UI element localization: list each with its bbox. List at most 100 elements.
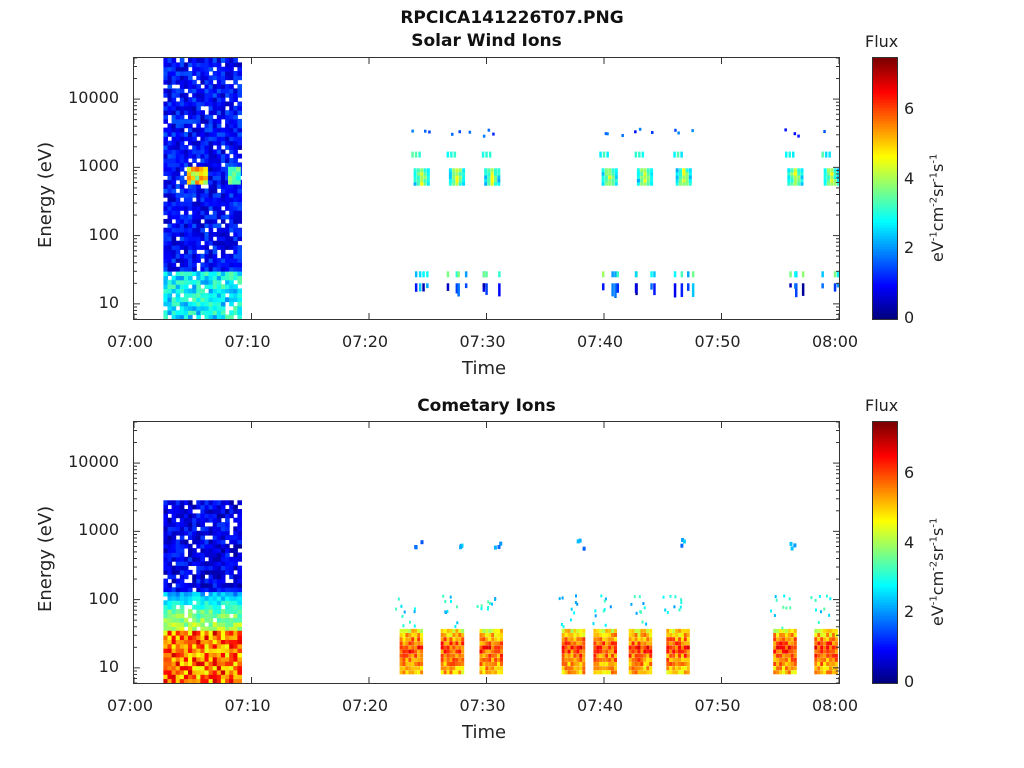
low-energy-cell — [687, 283, 690, 291]
burst-cell — [793, 171, 797, 176]
colorbar-step — [873, 591, 897, 595]
burst-cell — [830, 178, 834, 183]
burst-cell — [823, 645, 827, 650]
heatmap-cell — [192, 513, 197, 519]
heatmap-cell — [229, 674, 234, 680]
heatmap-cell — [183, 271, 189, 276]
burst-cell — [787, 175, 791, 179]
heatmap-cell — [196, 153, 201, 159]
burst-cell — [773, 670, 777, 675]
heatmap-cell — [220, 574, 226, 580]
heatmap-cell — [188, 123, 193, 129]
low-energy-cell — [650, 283, 653, 290]
heatmap-cell — [229, 591, 234, 597]
burst-cell — [628, 657, 632, 662]
heatmap-cell — [171, 97, 177, 103]
heatmap-cell — [225, 530, 230, 536]
burst-cell — [614, 649, 617, 654]
heatmap-cell — [171, 105, 177, 111]
burst-cell — [636, 171, 640, 176]
colorbar-step — [873, 495, 897, 499]
scatter-cell — [446, 609, 449, 613]
heatmap-cell — [229, 71, 234, 76]
heatmap-cell — [229, 62, 234, 68]
burst-cell — [426, 181, 430, 186]
burst-cell — [793, 653, 797, 658]
burst-cell — [793, 633, 797, 637]
heatmap-cell — [208, 79, 214, 85]
burst-cell — [643, 641, 647, 646]
heatmap-cell — [229, 253, 234, 259]
heatmap-cell — [188, 118, 193, 124]
burst-cell — [614, 641, 617, 646]
burst-cell — [593, 666, 597, 671]
heatmap-cell — [216, 635, 222, 640]
burst-cell — [599, 641, 603, 646]
burst-cell — [420, 633, 424, 637]
burst-cell — [686, 628, 690, 633]
heatmap-cell — [229, 66, 234, 72]
heatmap-cell — [167, 71, 173, 76]
colorbar-step — [873, 641, 897, 645]
heatmap-cell — [200, 192, 205, 198]
heatmap-cell — [179, 635, 185, 640]
heatmap-cell — [163, 591, 168, 597]
heatmap-cell — [225, 648, 230, 653]
heatmap-cell — [200, 88, 205, 94]
heatmap-cell — [175, 613, 181, 619]
heatmap-cell — [183, 149, 189, 155]
heatmap-cell — [204, 613, 210, 619]
panel-1-title: Solar Wind Ions — [411, 31, 562, 51]
heatmap-cell — [179, 62, 185, 68]
heatmap-cell — [175, 565, 181, 571]
burst-cell — [675, 178, 679, 183]
burst-cell — [643, 653, 647, 658]
colorbar-step — [873, 510, 897, 514]
burst-cell — [488, 637, 492, 642]
heatmap-cell — [191, 171, 196, 176]
heatmap-cell — [204, 236, 210, 242]
burst-cell — [776, 637, 780, 642]
burst-cell — [820, 653, 824, 658]
heatmap-cell — [200, 526, 205, 532]
scatter-cell — [678, 608, 681, 612]
colorbar-1-label: eV-1cm-2sr-1s-1 — [928, 153, 947, 262]
heatmap-cell — [171, 678, 177, 683]
colorbar-step — [873, 513, 897, 517]
burst-cell — [776, 666, 780, 671]
burst-cell — [440, 653, 444, 658]
burst-cell — [826, 653, 830, 658]
heatmap-cell — [220, 310, 226, 316]
heatmap-cell — [175, 561, 181, 566]
heatmap-cell — [225, 110, 230, 116]
heatmap-cell — [225, 266, 230, 272]
burst-cell — [793, 666, 797, 671]
burst-cell — [827, 168, 830, 173]
heatmap-cell — [208, 292, 214, 298]
heatmap-cell — [204, 223, 210, 229]
burst-cell — [567, 670, 571, 675]
heatmap-cell — [237, 669, 242, 675]
colorbar-step — [873, 500, 897, 504]
scatter-cell — [592, 622, 595, 626]
burst-cell — [564, 637, 568, 642]
heatmap-cell — [208, 604, 214, 610]
scatter-cell — [785, 606, 788, 610]
burst-cell — [829, 645, 832, 650]
heatmap-cell — [188, 236, 193, 242]
heatmap-cell — [167, 310, 173, 316]
heatmap-cell — [204, 301, 210, 307]
heatmap-cell — [233, 149, 238, 155]
heatmap-cell — [212, 258, 218, 263]
scatter-cell — [630, 602, 633, 606]
burst-cell — [785, 670, 788, 675]
heatmap-cell — [167, 192, 173, 198]
burst-cell — [669, 670, 673, 675]
heatmap-cell — [175, 214, 181, 220]
heatmap-cell — [167, 279, 173, 285]
burst-cell — [567, 649, 571, 654]
heatmap-cell — [216, 214, 222, 220]
heatmap-cell — [171, 284, 177, 289]
heatmap-cell — [167, 500, 173, 506]
heatmap-cell — [171, 197, 177, 202]
